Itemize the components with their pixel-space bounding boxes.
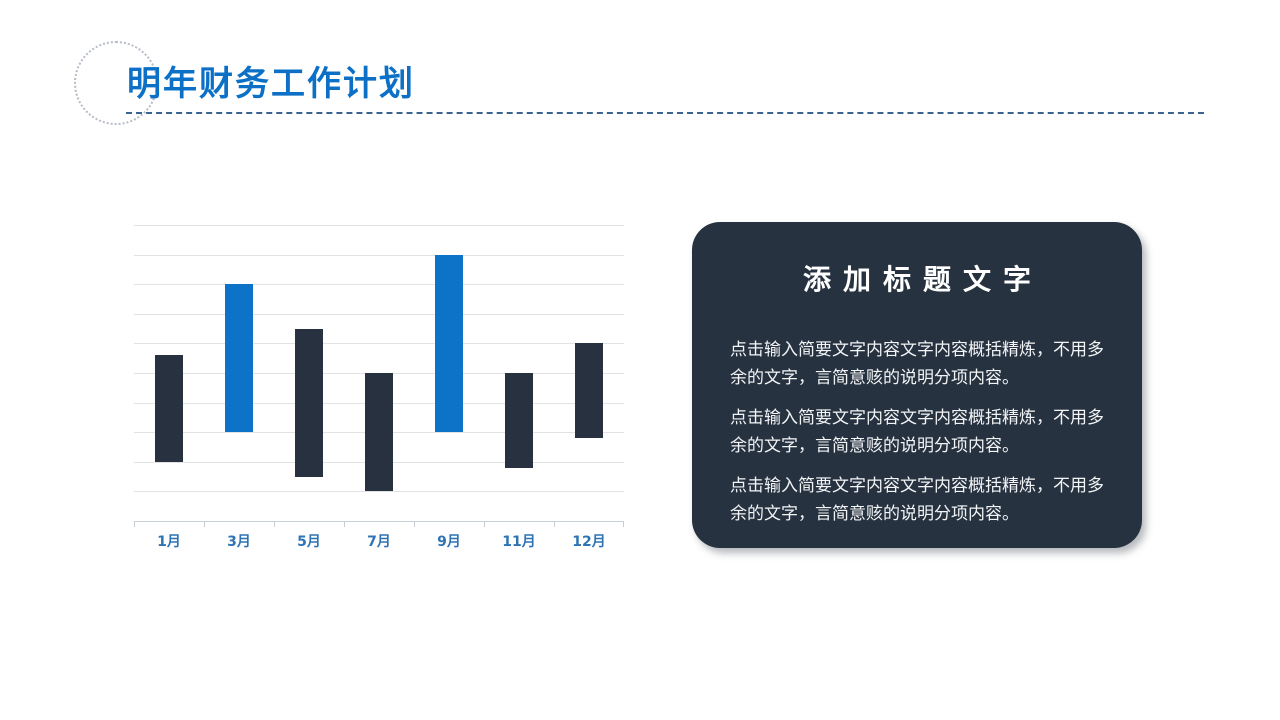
x-axis-label-3月: 3月 <box>227 534 251 550</box>
bar-9月 <box>435 254 463 433</box>
bar-3月 <box>225 284 253 433</box>
x-axis-label-5月: 5月 <box>297 534 321 550</box>
bar-1月 <box>155 355 183 462</box>
card-body: 点击输入简要文字内容文字内容概括精炼，不用多余的文字，言简意赅的说明分项内容。 … <box>730 336 1104 528</box>
gridline <box>134 491 624 493</box>
axis-tick <box>204 522 205 527</box>
gridline <box>134 254 624 256</box>
bar-11月 <box>505 373 533 468</box>
axis-tick <box>344 522 345 527</box>
axis-tick <box>484 522 485 527</box>
text-card: 添加标题文字 点击输入简要文字内容文字内容概括精炼，不用多余的文字，言简意赅的说… <box>692 222 1142 548</box>
bar-12月 <box>575 343 603 439</box>
axis-tick <box>554 522 555 527</box>
bar-5月 <box>295 328 323 477</box>
axis-tick <box>134 522 135 527</box>
chart-x-axis: 1月 3月 5月 7月 9月 11月 12月 <box>134 521 624 561</box>
gridline <box>134 313 624 315</box>
bar-7月 <box>365 373 393 492</box>
gridline <box>134 284 624 286</box>
gridline <box>134 225 624 226</box>
chart-plot <box>134 225 624 522</box>
slide-title: 明年财务工作计划 <box>127 64 415 104</box>
card-paragraph: 点击输入简要文字内容文字内容概括精炼，不用多余的文字，言简意赅的说明分项内容。 <box>730 408 1104 456</box>
axis-tick <box>623 522 624 527</box>
dotted-circle-decoration <box>74 41 158 125</box>
x-axis-label-7月: 7月 <box>367 534 391 550</box>
axis-tick <box>274 522 275 527</box>
card-paragraph: 点击输入简要文字内容文字内容概括精炼，不用多余的文字，言简意赅的说明分项内容。 <box>730 476 1104 524</box>
x-axis-label-1月: 1月 <box>157 534 181 550</box>
x-axis-label-11月: 11月 <box>502 534 536 550</box>
axis-tick <box>414 522 415 527</box>
card-paragraph: 点击输入简要文字内容文字内容概括精炼，不用多余的文字，言简意赅的说明分项内容。 <box>730 340 1104 388</box>
card-title: 添加标题文字 <box>802 263 1043 296</box>
x-axis-label-9月: 9月 <box>437 534 461 550</box>
title-underline-dashed <box>126 112 1204 114</box>
monthly-bar-chart: 1月 3月 5月 7月 9月 11月 12月 <box>134 225 624 565</box>
x-axis-label-12月: 12月 <box>572 534 606 550</box>
gridline <box>134 343 624 345</box>
